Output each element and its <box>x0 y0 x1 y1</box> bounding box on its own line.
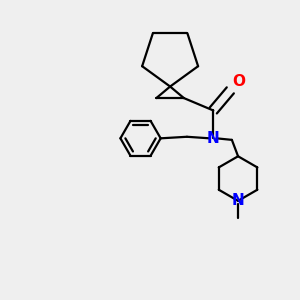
Text: N: N <box>207 131 220 146</box>
Text: O: O <box>232 74 245 89</box>
Text: N: N <box>232 194 244 208</box>
